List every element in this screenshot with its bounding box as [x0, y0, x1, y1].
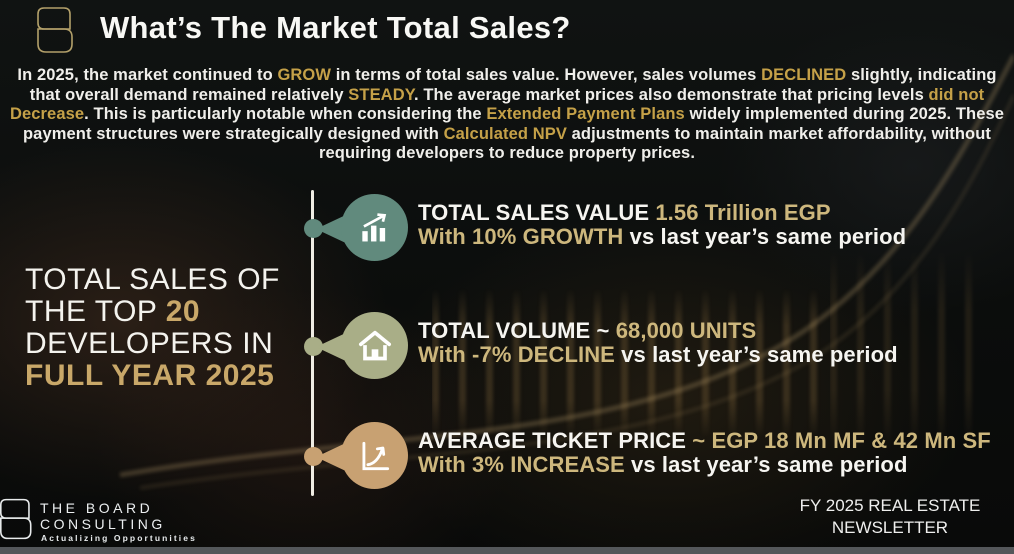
text-segment: slightly, indicating that overall demand… — [29, 66, 997, 104]
text-segment: DECLINED — [761, 66, 847, 84]
newsletter-line-1: FY 2025 REAL ESTATE — [799, 496, 981, 515]
brand-tagline: Actualizing Opportunities — [41, 533, 197, 543]
stat-line-2: With -7% DECLINE vs last year’s same per… — [418, 343, 898, 367]
brand-name-line-1: THE BOARD — [40, 500, 154, 516]
connector-dot — [304, 447, 323, 466]
text-segment: vs last year’s same period — [624, 452, 908, 477]
text-segment: DEVELOPERS IN — [25, 327, 274, 360]
stat-row-total-sales-value: TOTAL SALES VALUE 1.56 Trillion EGP With… — [300, 189, 1012, 269]
text-segment: FULL YEAR 2025 — [25, 359, 275, 392]
left-heading: TOTAL SALES OF THE TOP 20 DEVELOPERS IN … — [25, 264, 310, 392]
bar-chart-growth-icon — [341, 194, 408, 261]
text-segment: STEADY — [348, 85, 414, 104]
text-segment: adjustments to maintain market affordabi… — [318, 124, 991, 163]
stat-row-average-ticket-price: AVERAGE TICKET PRICE ~ EGP 18 Mn MF & 42… — [300, 417, 1012, 497]
text-segment: AVERAGE TICKET PRICE — [418, 428, 693, 453]
text-segment: TOTAL VOLUME ~ — [418, 318, 616, 343]
stat-text: TOTAL VOLUME ~ 68,000 UNITS With -7% DEC… — [418, 319, 898, 367]
brand-name-line-2: CONSULTING — [40, 516, 166, 532]
stat-line-1: TOTAL VOLUME ~ 68,000 UNITS — [418, 319, 898, 343]
text-segment: 1.56 Trillion EGP — [655, 200, 831, 225]
left-heading-line-1: TOTAL SALES OF — [25, 264, 310, 296]
page-title: What’s The Market Total Sales? — [100, 10, 571, 45]
text-segment: Calculated NPV — [443, 124, 567, 143]
text-segment: vs last year’s same period — [614, 342, 898, 367]
text-segment: With -7% DECLINE — [418, 342, 615, 367]
text-segment: did not Decrease — [9, 85, 985, 124]
brand-name: THE BOARD CONSULTING — [40, 500, 166, 532]
stat-line-1: TOTAL SALES VALUE 1.56 Trillion EGP — [418, 201, 906, 225]
text-segment: . This is particularly notable when cons… — [84, 105, 487, 123]
text-segment: 20 — [165, 295, 201, 328]
intro-paragraph: In 2025, the market continued to GROW in… — [7, 66, 1007, 164]
left-heading-line-3: DEVELOPERS IN — [25, 328, 310, 360]
text-segment: THE TOP — [25, 295, 166, 328]
house-icon — [341, 312, 408, 379]
text-segment: widely implemented during 2025. These pa… — [22, 105, 1005, 143]
text-segment: In 2025, the market continued to — [17, 66, 278, 84]
stat-line-2: With 10% GROWTH vs last year’s same peri… — [418, 225, 906, 249]
newsletter-line-2: NEWSLETTER — [831, 518, 949, 537]
text-segment: GROW — [277, 66, 332, 84]
text-segment: . The average market prices also demonst… — [414, 85, 929, 104]
stat-text: TOTAL SALES VALUE 1.56 Trillion EGP With… — [418, 201, 906, 249]
text-segment: vs last year’s same period — [623, 224, 907, 249]
text-segment: 68,000 UNITS — [615, 318, 757, 343]
left-heading-line-2: THE TOP 20 — [25, 296, 310, 328]
connector-dot — [304, 337, 323, 356]
line-chart-increase-icon — [341, 422, 408, 489]
text-segment: Extended Payment Plans — [486, 105, 685, 123]
left-heading-line-4: FULL YEAR 2025 — [25, 360, 310, 392]
text-segment: TOTAL SALES VALUE — [418, 200, 656, 225]
board-consulting-logo-icon — [0, 497, 36, 546]
stat-line-1: AVERAGE TICKET PRICE ~ EGP 18 Mn MF & 42… — [418, 429, 991, 453]
text-segment: TOTAL SALES OF — [25, 263, 280, 296]
bottom-edge-bar — [0, 547, 1014, 554]
newsletter-label: FY 2025 REAL ESTATE NEWSLETTER — [795, 495, 985, 539]
stat-row-total-volume: TOTAL VOLUME ~ 68,000 UNITS With -7% DEC… — [300, 307, 1012, 387]
text-segment: With 3% INCREASE — [418, 452, 625, 477]
board-consulting-logo-icon — [28, 6, 78, 59]
text-segment: ~ EGP 18 Mn MF & 42 Mn SF — [692, 428, 991, 453]
stat-text: AVERAGE TICKET PRICE ~ EGP 18 Mn MF & 42… — [418, 429, 991, 477]
text-segment: With 10% GROWTH — [418, 224, 624, 249]
connector-dot — [304, 219, 323, 238]
stat-line-2: With 3% INCREASE vs last year’s same per… — [418, 453, 991, 477]
text-segment: in terms of total sales value. However, … — [331, 66, 762, 84]
